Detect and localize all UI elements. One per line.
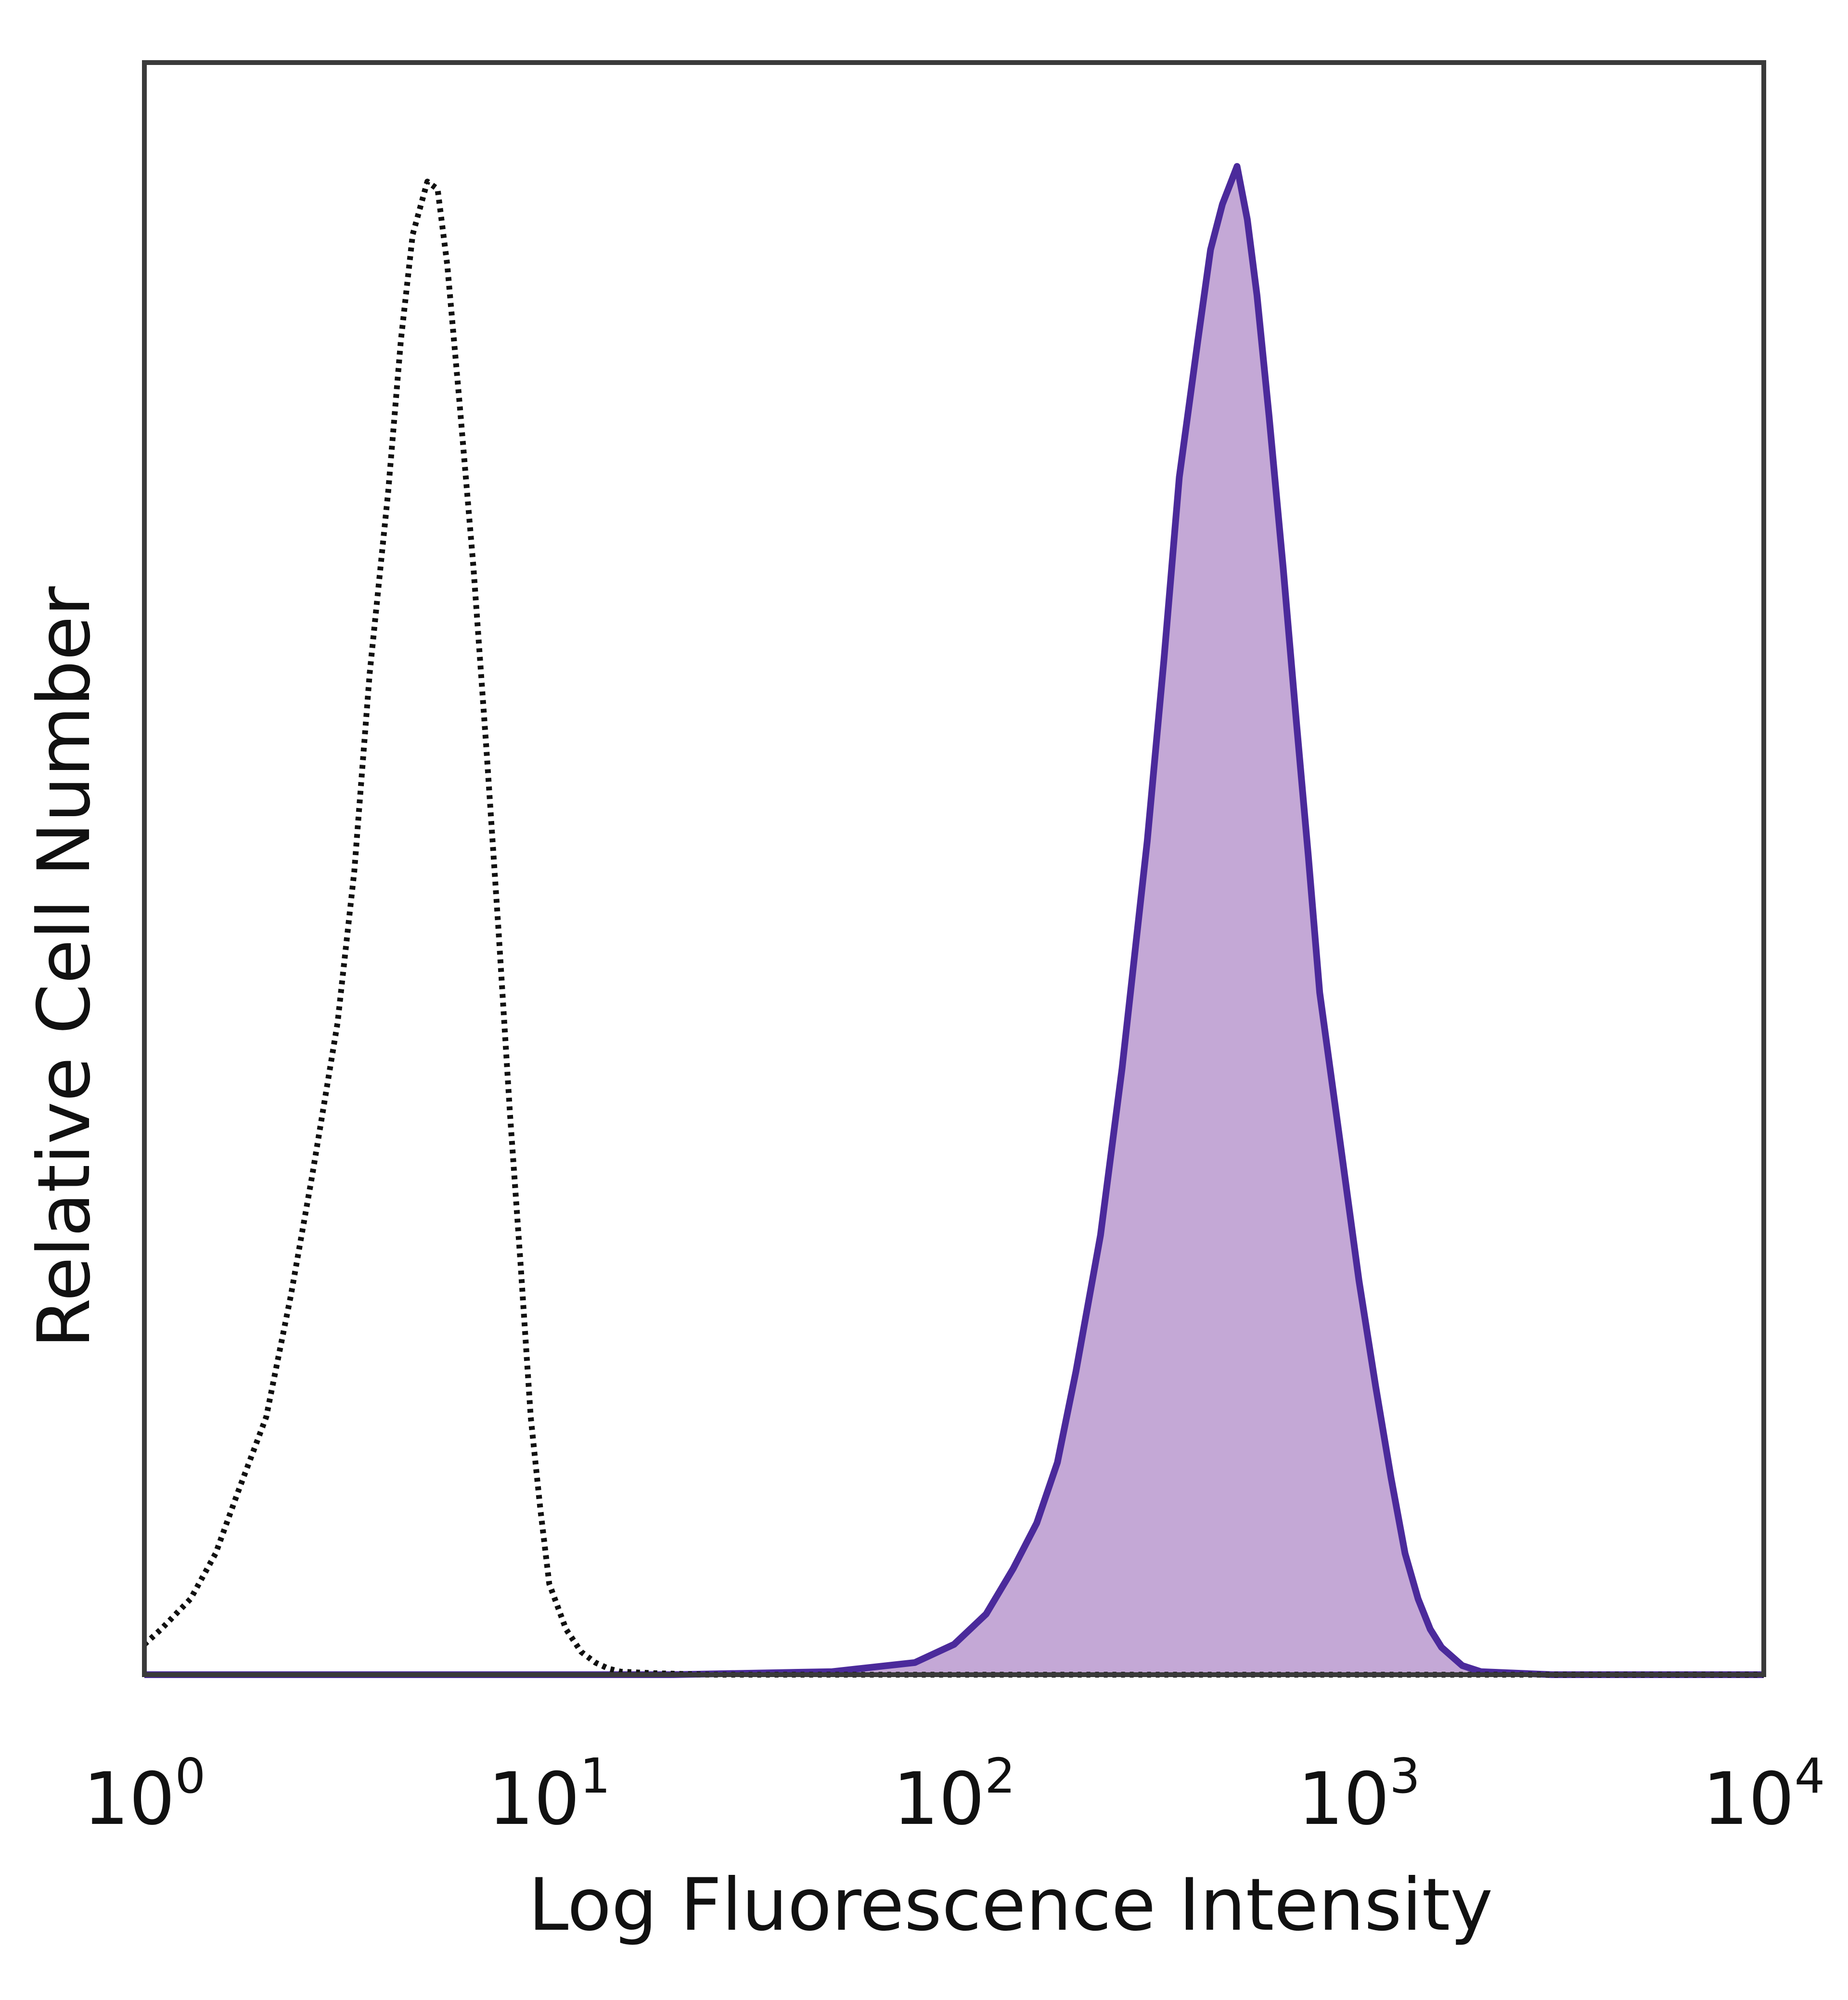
x-tick-label: 102: [893, 1748, 1015, 1841]
x-tick-base: 10: [1298, 1757, 1390, 1841]
plot-layer: [142, 163, 1764, 1678]
y-axis-label: Relative Cell Number: [23, 586, 106, 1348]
x-tick-label: 101: [488, 1748, 611, 1841]
x-tick-label: 104: [1703, 1748, 1825, 1841]
x-tick-exponent: 4: [1795, 1748, 1825, 1804]
x-tick-exponent: 2: [985, 1748, 1015, 1804]
series-1-area: [144, 166, 1764, 1675]
x-tick-base: 10: [1703, 1757, 1795, 1841]
x-tick-base: 10: [83, 1757, 175, 1841]
x-tick-label: 100: [83, 1748, 206, 1841]
x-tick-labels: 100 101 102 103 104: [83, 1748, 1825, 1841]
x-tick-exponent: 3: [1389, 1748, 1420, 1804]
x-tick-exponent: 1: [580, 1748, 611, 1804]
plot-frame: [142, 60, 1766, 1677]
x-tick-base: 10: [488, 1757, 580, 1841]
series-1-line: [144, 163, 1764, 1678]
series-0-line: [142, 179, 1764, 1678]
x-axis-label: Log Fluorescence Intensity: [528, 1863, 1493, 1947]
x-tick-base: 10: [893, 1757, 985, 1841]
x-tick-exponent: 0: [175, 1748, 206, 1804]
x-tick-label: 103: [1298, 1748, 1421, 1841]
